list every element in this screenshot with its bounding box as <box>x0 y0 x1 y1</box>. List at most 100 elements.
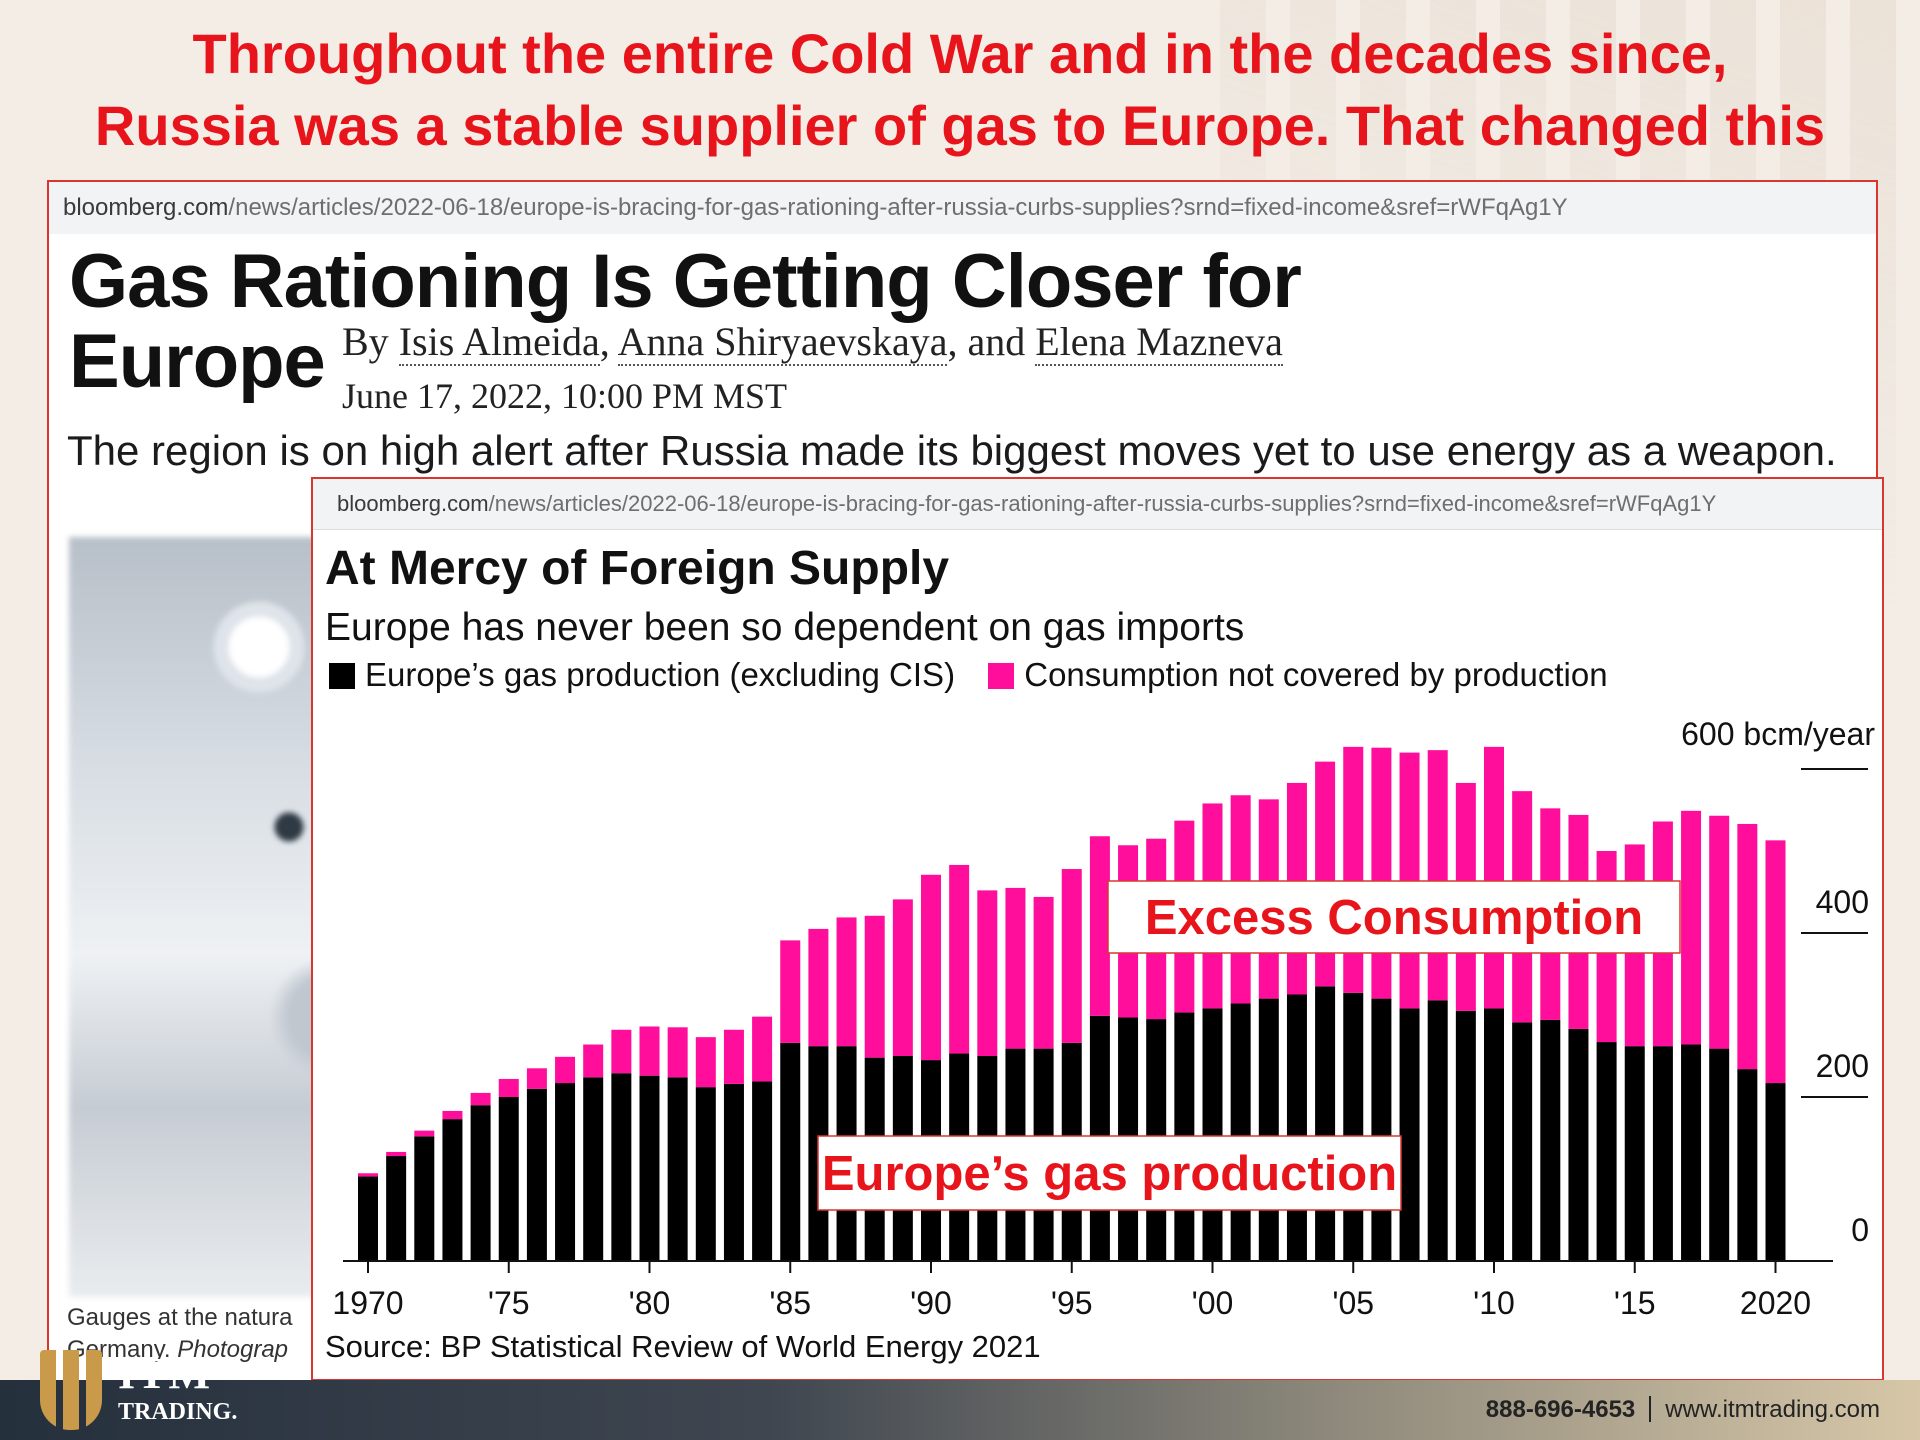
bar-consumption-1976 <box>526 1068 547 1089</box>
bar-consumption-1987 <box>836 917 857 1047</box>
bar-consumption-2017 <box>1681 810 1702 1045</box>
bar-consumption-1982 <box>695 1037 716 1088</box>
bar-production-2011 <box>1512 1022 1533 1261</box>
bar-production-2014 <box>1596 1042 1617 1261</box>
bar-production-2015 <box>1624 1046 1645 1261</box>
bar-consumption-2010 <box>1484 746 1504 1009</box>
bar-production-2008 <box>1427 1000 1448 1261</box>
bar-consumption-1977 <box>555 1056 576 1084</box>
bar-production-1982 <box>695 1087 716 1261</box>
bar-consumption-1979 <box>611 1029 632 1074</box>
annotation-excess-consumption-box <box>1107 880 1681 954</box>
bar-production-2001 <box>1230 1003 1251 1261</box>
logo-trading-text: TRADING. <box>118 1399 238 1425</box>
bar-production-1975 <box>498 1097 519 1261</box>
bar-consumption-1993 <box>1005 887 1026 1049</box>
bar-consumption-2008 <box>1427 750 1448 1001</box>
footer-contact: 888-696-4653 www.itmtrading.com <box>1486 1380 1880 1440</box>
bar-consumption-1972 <box>414 1130 435 1137</box>
bar-production-1980 <box>639 1075 660 1261</box>
bar-consumption-1974 <box>470 1092 491 1106</box>
bar-consumption-2019 <box>1737 823 1758 1070</box>
bar-consumption-1996 <box>1089 836 1110 1016</box>
bar-production-1970 <box>358 1176 378 1261</box>
article-title-line-2: Europe <box>69 319 326 404</box>
bar-production-2003 <box>1286 994 1307 1261</box>
chart-plot: 1970 '75 '80 '85 '90 '95 '00 '05 '10 '15 2020 0 200 4… <box>332 716 1875 1321</box>
chart-source: Source: BP Statistical Review of World E… <box>325 1329 1041 1364</box>
bar-production-1976 <box>526 1088 547 1261</box>
x-tick-label: '10 <box>1473 1285 1515 1321</box>
bar-consumption-1978 <box>583 1044 604 1078</box>
x-tick-label: '95 <box>1051 1285 1093 1321</box>
bar-consumption-1970 <box>358 1173 378 1177</box>
article-dek: The region is on high alert after Russia… <box>67 427 1837 474</box>
article-url-path: /news/articles/2022-06-18/europe-is-brac… <box>228 194 1568 221</box>
bar-production-1979 <box>611 1073 632 1261</box>
chart-title: At Mercy of Foreign Supply <box>325 542 950 595</box>
bar-production-2006 <box>1371 998 1392 1261</box>
chart-url-domain: bloomberg.com <box>337 491 489 516</box>
bar-consumption-1971 <box>386 1151 407 1157</box>
x-tick-label: '00 <box>1192 1285 1234 1321</box>
bar-production-2007 <box>1399 1008 1420 1261</box>
bar-production-2004 <box>1315 986 1336 1261</box>
bar-consumption-1989 <box>892 899 913 1056</box>
footer-phone[interactable]: 888-696-4653 <box>1485 1396 1636 1423</box>
bar-production-1972 <box>414 1136 435 1261</box>
bar-production-2020 <box>1765 1083 1786 1261</box>
bar-production-1977 <box>555 1083 576 1261</box>
chart-url-bar[interactable]: bloomberg.com/news/articles/2022-06-18/e… <box>313 479 1882 530</box>
x-tick-label: '05 <box>1332 1285 1374 1321</box>
bar-consumption-1990 <box>921 874 941 1061</box>
legend-swatch-production <box>329 663 355 689</box>
chart-screenshot: bloomberg.com/news/articles/2022-06-18/e… <box>311 477 1884 1381</box>
chart-legend: Europe’s gas production (excluding CIS) … <box>329 652 1608 698</box>
footer-website[interactable]: www.itmtrading.com <box>1665 1396 1880 1423</box>
bar-consumption-1986 <box>808 928 829 1047</box>
legend-label-consumption: Consumption not covered by production <box>1024 656 1608 693</box>
y-tick-label: 200 <box>1816 1048 1869 1084</box>
caption-credit: Photograp <box>177 1336 289 1363</box>
chart-subtitle: Europe has never been so dependent on ga… <box>325 606 1245 649</box>
bar-production-2002 <box>1258 998 1279 1261</box>
y-tick-label: 400 <box>1816 884 1869 920</box>
legend-swatch-consumption <box>988 663 1015 689</box>
footer-divider <box>1649 1396 1652 1422</box>
bar-production-2012 <box>1540 1019 1561 1261</box>
author-link-1[interactable]: Isis Almeida <box>398 319 600 366</box>
article-url-bar[interactable]: bloomberg.com/news/articles/2022-06-18/e… <box>49 182 1876 234</box>
annotation-europe-production-box <box>817 1135 1402 1211</box>
x-tick-label: '90 <box>910 1285 952 1321</box>
bar-consumption-1994 <box>1033 896 1054 1049</box>
bar-consumption-1988 <box>864 915 885 1058</box>
footer-bar <box>0 1380 1920 1440</box>
article-byline: By Isis Almeida, Anna Shiryaevskaya, and… <box>342 317 1283 367</box>
bar-production-1974 <box>470 1105 491 1261</box>
bar-consumption-1983 <box>723 1029 744 1084</box>
headline-line-2: Russia was a stable supplier of gas to E… <box>94 94 1826 157</box>
author-link-3[interactable]: Elena Mazneva <box>1035 319 1283 366</box>
annotation-europe-production: Europe’s gas production <box>822 1147 1397 1201</box>
itm-logo-icon <box>40 1350 102 1430</box>
y-tick-label: 0 <box>1851 1212 1869 1248</box>
bar-consumption-2020 <box>1765 840 1786 1084</box>
bar-production-1971 <box>386 1156 407 1261</box>
y-unit-label: 600 bcm/year <box>1681 716 1875 752</box>
byline-by: By <box>342 319 389 364</box>
bar-production-2000 <box>1202 1008 1223 1261</box>
x-tick-label: '15 <box>1614 1285 1656 1321</box>
bar-consumption-1973 <box>442 1110 463 1120</box>
bar-consumption-1995 <box>1061 869 1082 1043</box>
bar-production-1983 <box>723 1083 744 1261</box>
bar-production-2005 <box>1343 992 1364 1261</box>
bar-consumption-1981 <box>667 1027 688 1078</box>
bar-production-1985 <box>780 1042 801 1261</box>
bar-consumption-1975 <box>498 1078 519 1097</box>
bar-consumption-2018 <box>1709 815 1730 1049</box>
byline-sep-2: , and <box>947 319 1026 364</box>
bar-production-2017 <box>1681 1044 1702 1261</box>
author-link-2[interactable]: Anna Shiryaevskaya <box>617 319 948 366</box>
bar-consumption-1980 <box>639 1026 660 1076</box>
bar-production-2010 <box>1484 1008 1504 1261</box>
